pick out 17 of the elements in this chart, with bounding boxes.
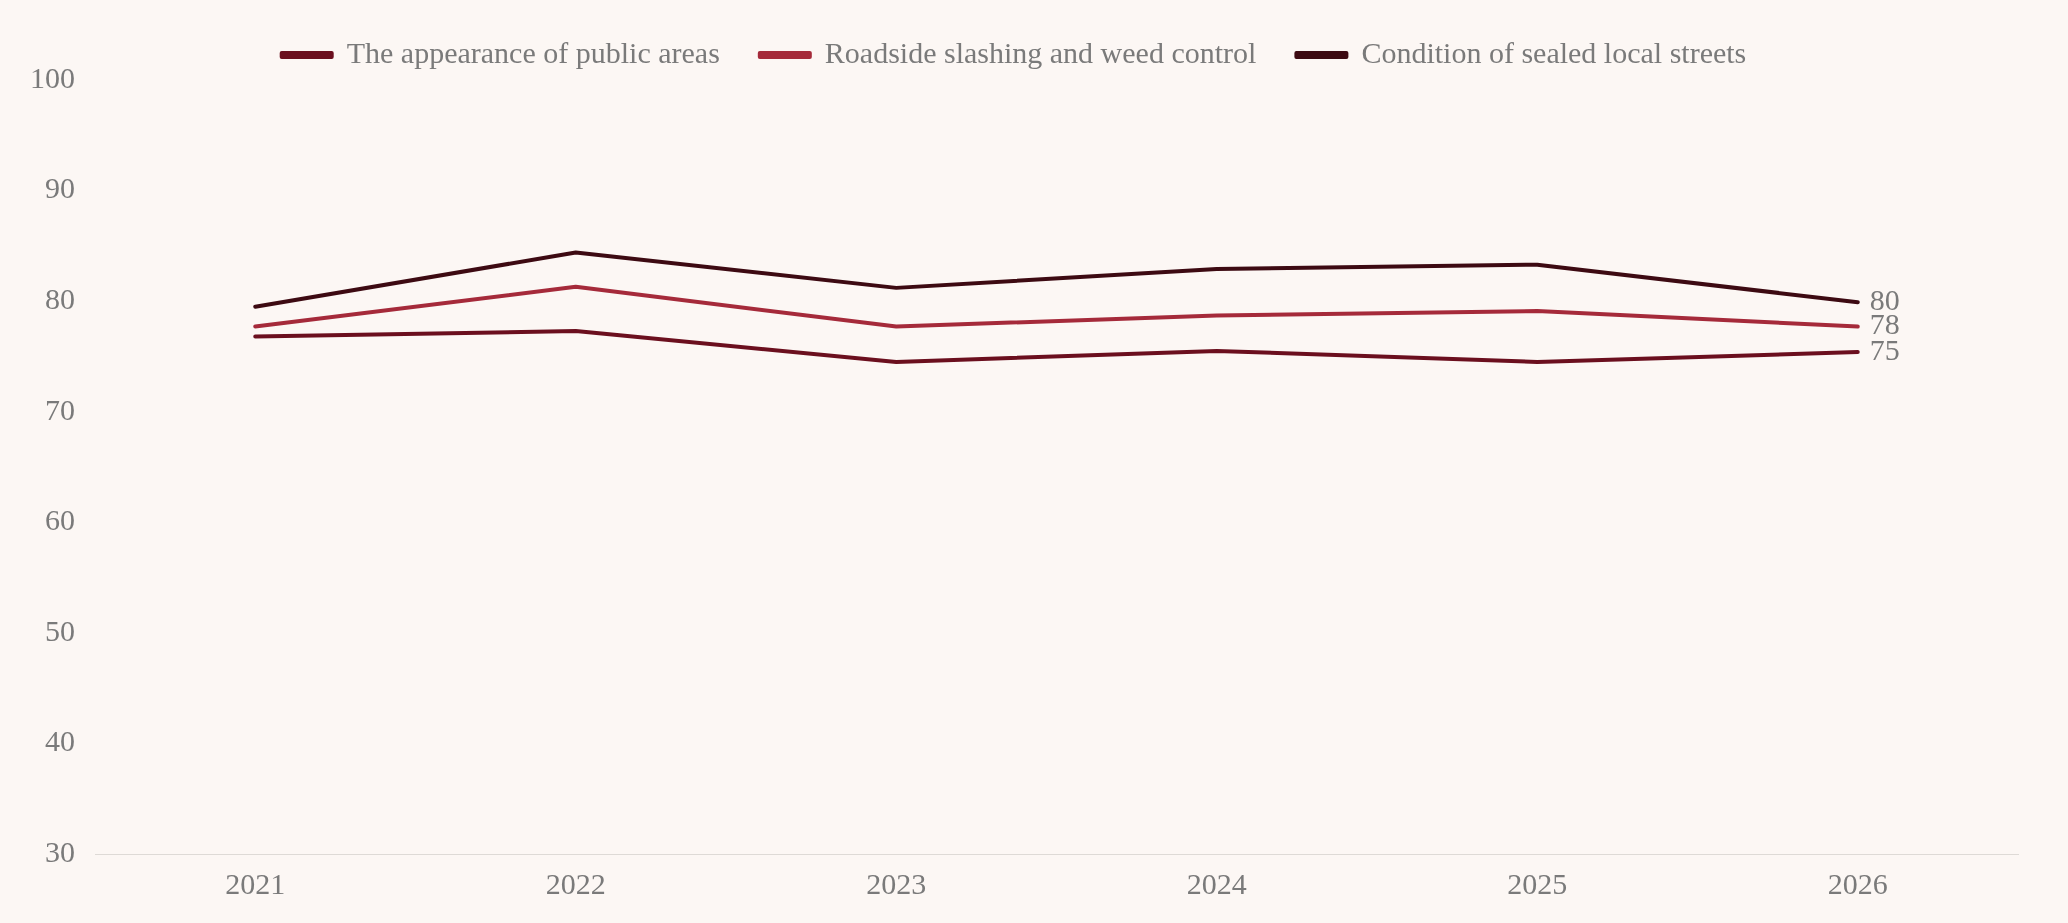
x-tick-label: 2022 — [545, 866, 606, 900]
x-tick-label: 2024 — [1186, 866, 1247, 900]
legend-label: The appearance of public areas — [346, 35, 720, 69]
y-tick-label: 60 — [45, 503, 75, 537]
y-tick-label: 30 — [45, 834, 75, 868]
x-tick-label: 2026 — [1827, 866, 1888, 900]
y-tick-label: 90 — [45, 171, 75, 205]
y-tick-label: 40 — [45, 724, 75, 758]
y-tick-label: 80 — [45, 282, 75, 316]
legend-label: Roadside slashing and weed control — [824, 35, 1257, 69]
x-tick-label: 2025 — [1507, 866, 1568, 900]
x-tick-label: 2021 — [225, 866, 286, 900]
x-tick-label: 2023 — [866, 866, 927, 900]
y-tick-label: 50 — [45, 613, 75, 647]
y-tick-label: 100 — [30, 60, 75, 94]
y-tick-label: 70 — [45, 392, 75, 426]
legend-label: Condition of sealed local streets — [1361, 35, 1747, 69]
